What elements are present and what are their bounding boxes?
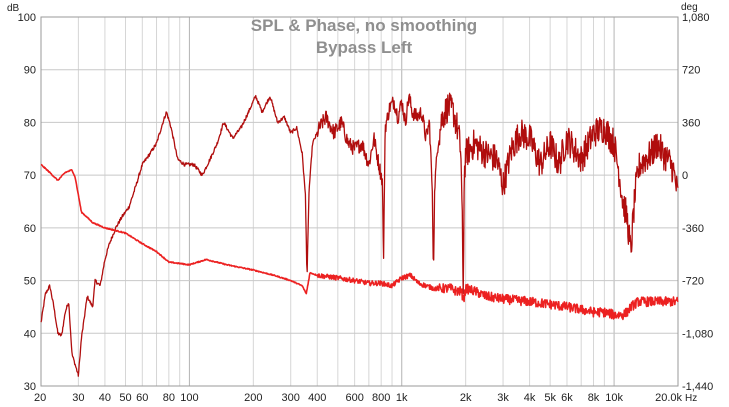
y-left-tick-label: 70 (24, 170, 36, 182)
y-left-tick-label: 60 (24, 223, 36, 235)
chart-subtitle: Bypass Left (316, 38, 413, 57)
y-right-unit: deg (681, 2, 698, 13)
y-left-tick-label: 90 (24, 65, 36, 77)
y-right-tick-label: -1,440 (682, 381, 713, 393)
x-tick-label: 1k (396, 392, 408, 404)
x-tick-label: 40 (99, 392, 111, 404)
y-left-tick-label: 80 (24, 117, 36, 129)
x-tick-label: 800 (372, 392, 390, 404)
grid-layer (40, 16, 679, 387)
x-tick-label: 4k (524, 392, 536, 404)
phase-curve (40, 163, 679, 321)
x-tick-label: 60 (136, 392, 148, 404)
x-tick-label: 300 (282, 392, 300, 404)
y-left-tick-label: 30 (24, 381, 36, 393)
x-tick-label: 8k (588, 392, 600, 404)
x-tick-label: 30 (72, 392, 84, 404)
curve-layer (40, 92, 679, 377)
x-tick-label: 2k (460, 392, 472, 404)
x-tick-label: 200 (244, 392, 262, 404)
y-right-tick-label: 360 (682, 117, 700, 129)
x-tick-label: 20 (34, 392, 46, 404)
x-tick-label: 600 (345, 392, 363, 404)
y-right-tick-label: 0 (682, 170, 688, 182)
x-tick-label: 5k (544, 392, 556, 404)
x-tick-label: 80 (163, 392, 175, 404)
y-left-unit: dB (7, 3, 20, 14)
y-left-tick-label: 100 (18, 12, 36, 24)
plot-background (41, 17, 678, 386)
x-tick-label: 400 (308, 392, 326, 404)
x-tick-label: 50 (119, 392, 131, 404)
y-right-tick-label: 720 (682, 65, 700, 77)
x-tick-label: 100 (180, 392, 198, 404)
x-unit: Hz (685, 393, 697, 404)
x-tick-label: 20.0k (655, 392, 682, 404)
y-right-tick-label: 1,080 (682, 12, 710, 24)
chart-title: SPL & Phase, no smoothing (251, 16, 477, 35)
y-right-tick-label: -360 (682, 223, 704, 235)
spl-curve (40, 92, 679, 377)
y-right-tick-label: -1,080 (682, 328, 713, 340)
tick-labels: 20 30 40 50 60 80 100 200 300 400 600 800 1k 2k 3k 4k 5k… (18, 12, 714, 404)
x-tick-label: 6k (561, 392, 573, 404)
x-tick-label: 3k (497, 392, 509, 404)
plot-frame (40, 16, 679, 387)
y-right-tick-label: -720 (682, 276, 704, 288)
x-tick-label: 10k (605, 392, 623, 404)
y-left-tick-label: 40 (24, 328, 36, 340)
y-left-tick-label: 50 (24, 276, 36, 288)
